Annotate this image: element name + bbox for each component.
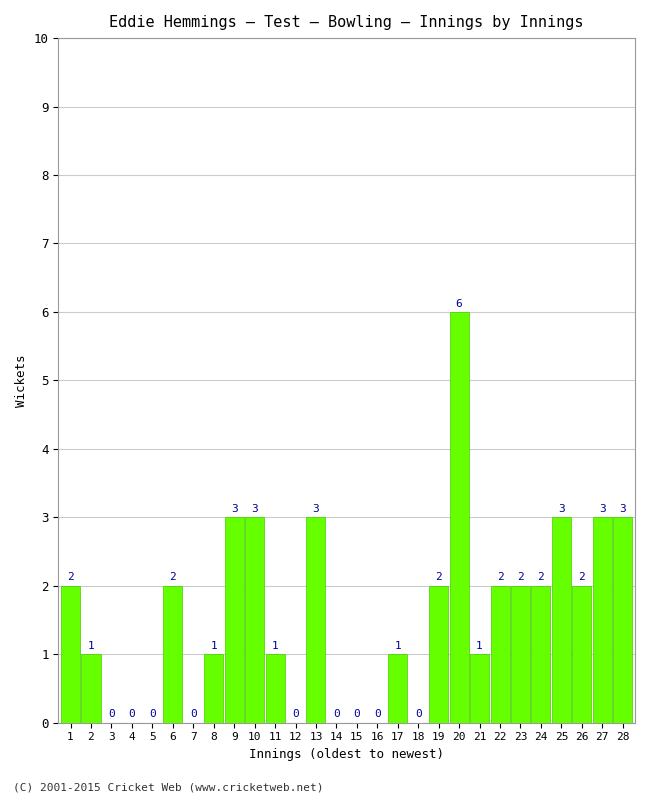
Text: 0: 0: [374, 710, 381, 719]
Text: 0: 0: [190, 710, 197, 719]
Bar: [593, 518, 612, 722]
Bar: [266, 654, 285, 722]
Bar: [61, 586, 80, 722]
Bar: [450, 312, 469, 722]
Bar: [429, 586, 448, 722]
Text: 2: 2: [436, 572, 442, 582]
Text: 0: 0: [354, 710, 360, 719]
Bar: [552, 518, 571, 722]
Text: 2: 2: [497, 572, 503, 582]
Text: 3: 3: [558, 504, 565, 514]
Text: 1: 1: [272, 641, 278, 651]
Text: 2: 2: [67, 572, 74, 582]
Text: 1: 1: [395, 641, 401, 651]
Title: Eddie Hemmings – Test – Bowling – Innings by Innings: Eddie Hemmings – Test – Bowling – Inning…: [109, 15, 584, 30]
Bar: [204, 654, 223, 722]
Bar: [163, 586, 182, 722]
Text: 2: 2: [170, 572, 176, 582]
Bar: [81, 654, 101, 722]
Text: 0: 0: [149, 710, 156, 719]
Bar: [245, 518, 264, 722]
Bar: [613, 518, 632, 722]
Text: 3: 3: [619, 504, 626, 514]
Bar: [306, 518, 326, 722]
Bar: [491, 586, 510, 722]
Text: 1: 1: [476, 641, 483, 651]
Bar: [511, 586, 530, 722]
Bar: [572, 586, 592, 722]
Text: 0: 0: [108, 710, 115, 719]
Bar: [470, 654, 489, 722]
Text: 3: 3: [313, 504, 319, 514]
Bar: [225, 518, 244, 722]
Bar: [532, 586, 551, 722]
Text: 3: 3: [599, 504, 606, 514]
Text: 0: 0: [333, 710, 340, 719]
Y-axis label: Wickets: Wickets: [15, 354, 28, 406]
Bar: [388, 654, 408, 722]
Text: (C) 2001-2015 Cricket Web (www.cricketweb.net): (C) 2001-2015 Cricket Web (www.cricketwe…: [13, 782, 324, 792]
Text: 3: 3: [231, 504, 237, 514]
Text: 0: 0: [292, 710, 299, 719]
Text: 2: 2: [538, 572, 544, 582]
Text: 2: 2: [517, 572, 524, 582]
Text: 6: 6: [456, 298, 463, 309]
Text: 1: 1: [88, 641, 94, 651]
Text: 0: 0: [415, 710, 422, 719]
Text: 1: 1: [211, 641, 217, 651]
Text: 2: 2: [578, 572, 585, 582]
Text: 3: 3: [252, 504, 258, 514]
X-axis label: Innings (oldest to newest): Innings (oldest to newest): [249, 748, 444, 761]
Text: 0: 0: [129, 710, 135, 719]
